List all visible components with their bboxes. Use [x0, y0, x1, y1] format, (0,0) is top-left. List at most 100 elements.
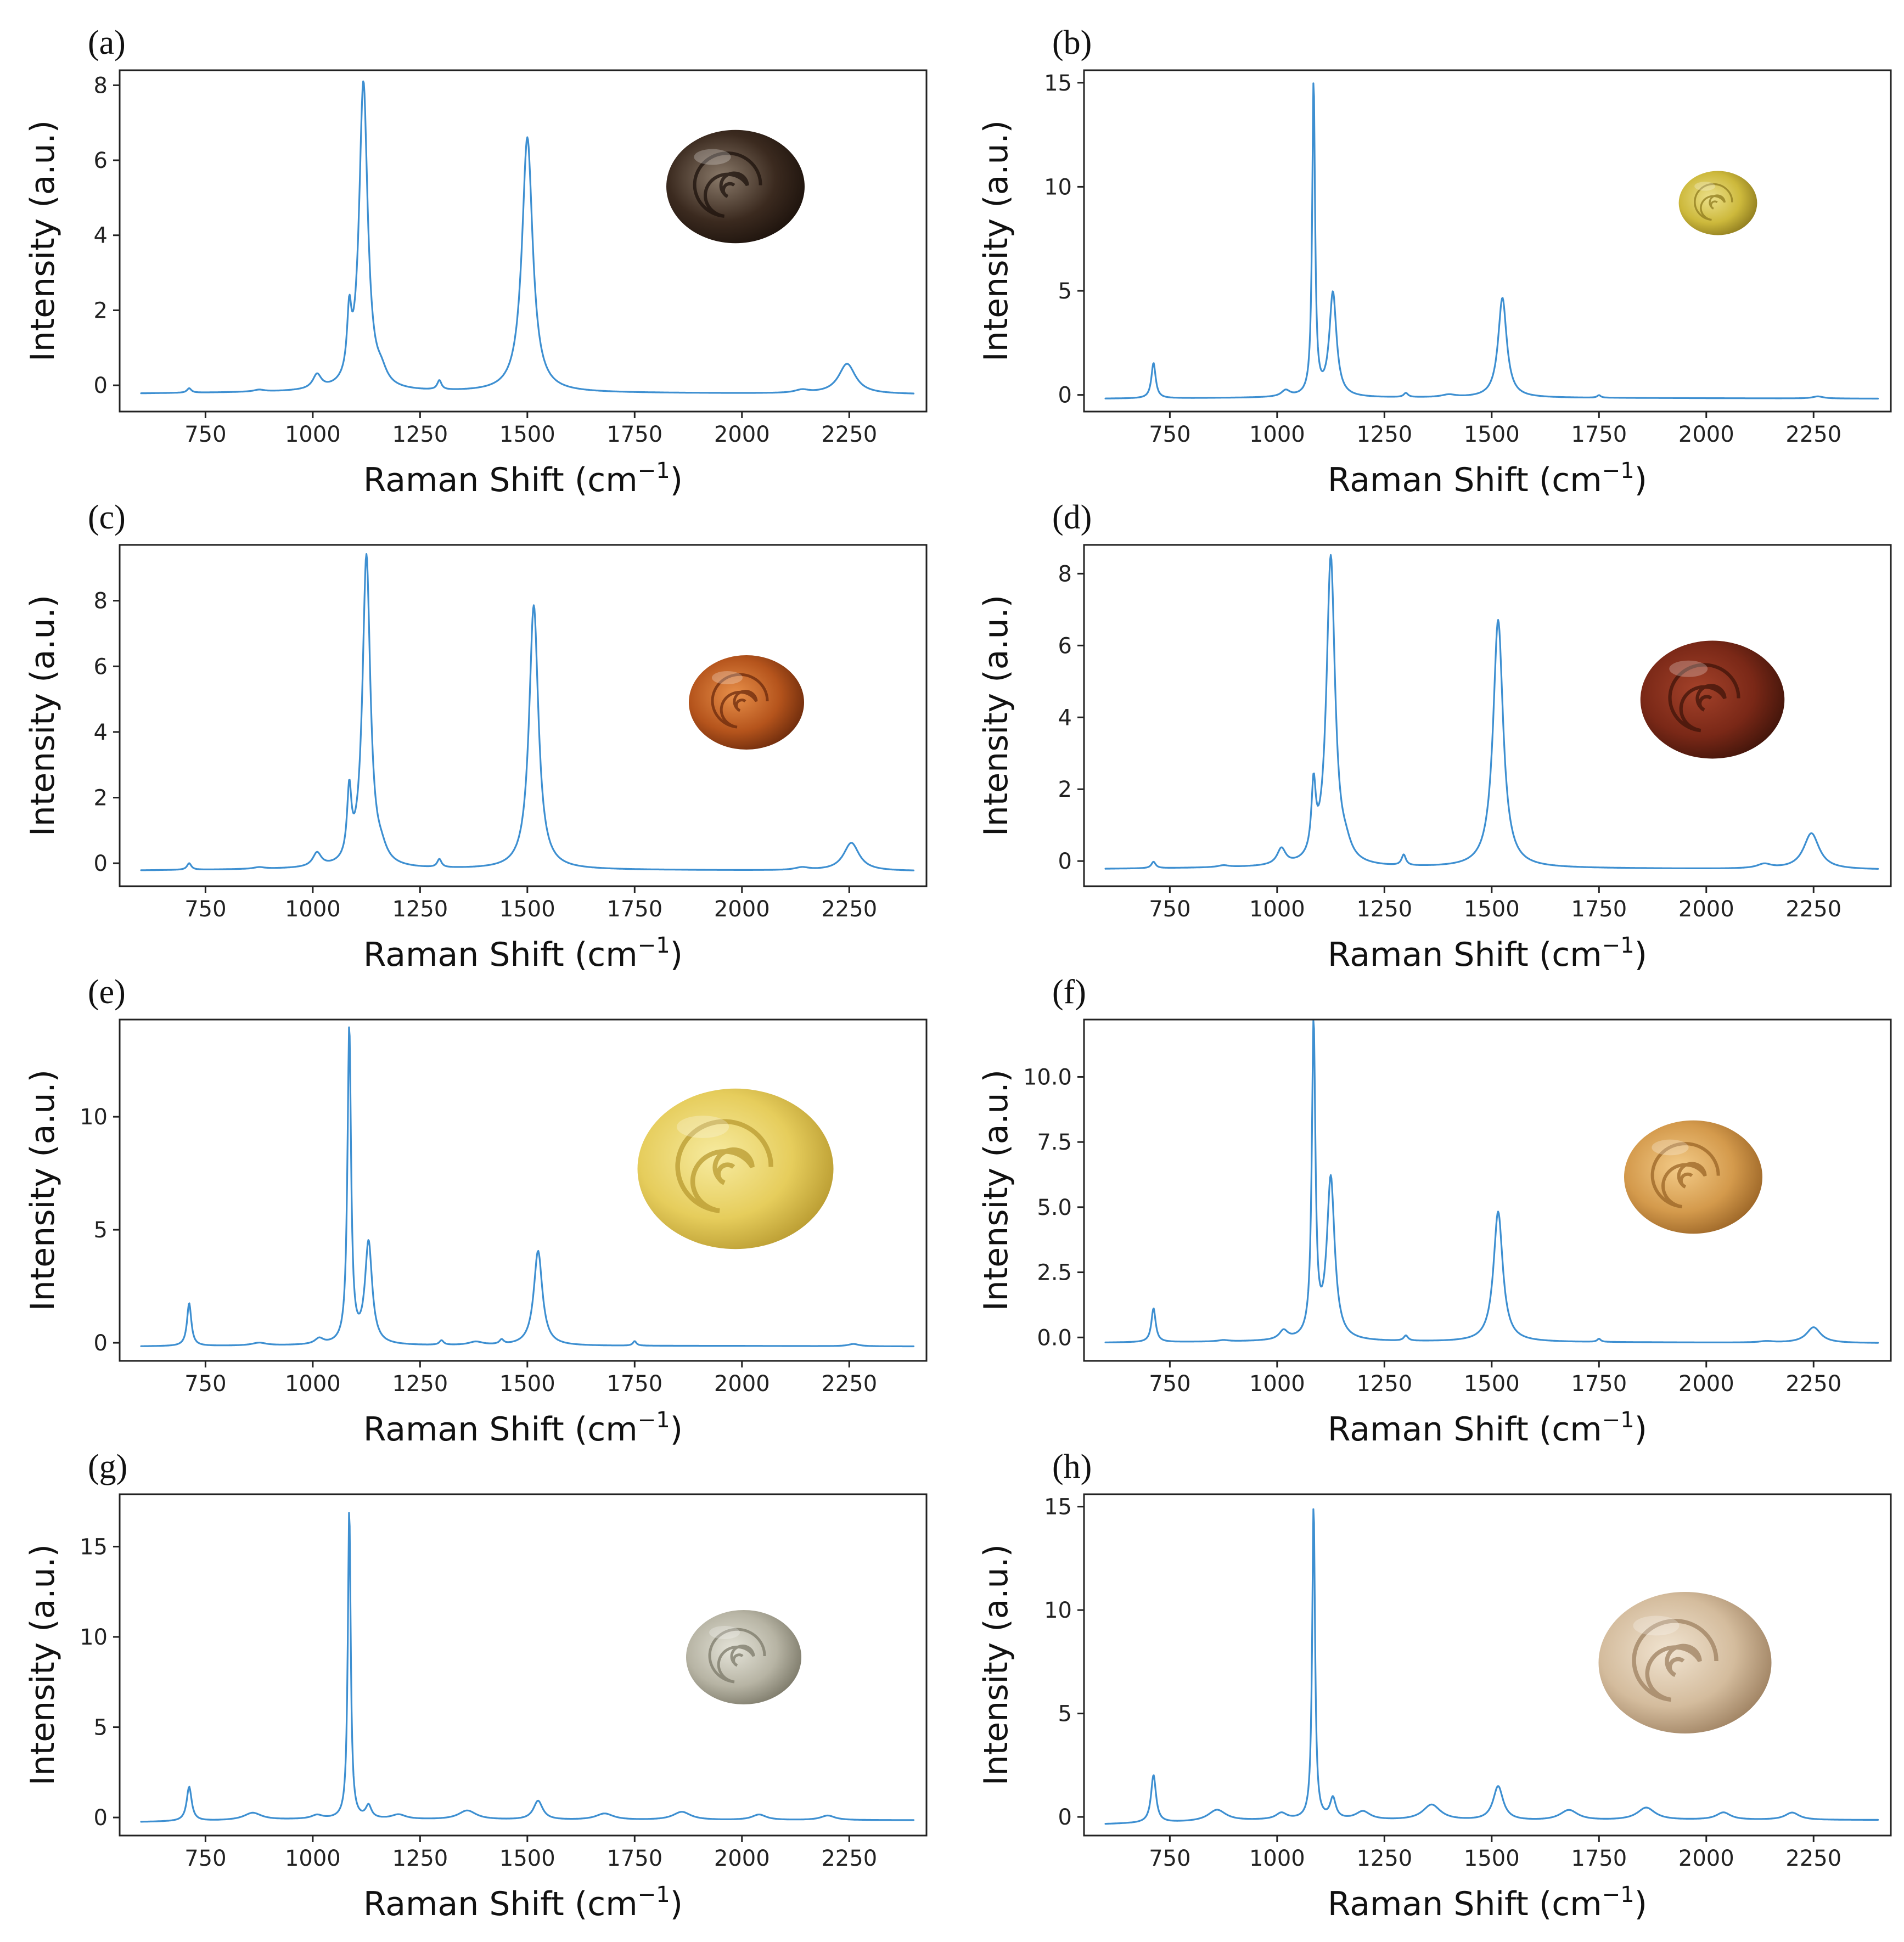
panel-label: (c) [88, 499, 126, 536]
y-tick-label: 2.5 [1037, 1260, 1072, 1286]
x-axis-title-close: ) [1635, 936, 1647, 974]
snail-shell-image: dark brown snail shell [666, 130, 805, 244]
x-axis-title-text: Raman Shift (cm [363, 1410, 638, 1449]
x-tick-label: 1250 [1356, 897, 1412, 922]
x-tick-label: 2250 [1785, 422, 1841, 447]
shell-highlight [1633, 1615, 1680, 1636]
x-tick-label: 1000 [1249, 897, 1305, 922]
y-tick-label: 8 [1058, 561, 1072, 587]
x-tick-label: 1250 [1356, 1371, 1412, 1397]
snail-shell-image: pale grey snail shell [686, 1610, 801, 1704]
x-tick-label: 1500 [499, 1846, 555, 1871]
x-axis-title-superscript: −1 [638, 1408, 670, 1433]
y-tick-label: 10 [80, 1625, 108, 1650]
x-tick-label: 750 [184, 422, 226, 447]
x-tick-label: 750 [1149, 422, 1190, 447]
x-tick-label: 2000 [1678, 897, 1734, 922]
shell-spiral [1668, 663, 1740, 733]
shell-body [1678, 171, 1757, 235]
spectrum-line [1104, 554, 1879, 870]
plot-frame [1083, 544, 1892, 887]
panel-label: (h) [1052, 1448, 1092, 1485]
x-tick-label: 2000 [1678, 422, 1734, 447]
x-tick-label: 2250 [821, 422, 877, 447]
x-tick-label: 1000 [285, 422, 341, 447]
x-tick-label: 2000 [714, 422, 770, 447]
x-tick-label: 1000 [1249, 1846, 1305, 1871]
plot-frame [119, 544, 928, 887]
shell-highlight [694, 149, 731, 165]
panel-label: (e) [88, 973, 126, 1011]
chart-panel-h: (h) 750 1000 1250 1500 1750 2000 2250 0 5 10 15 Rama… [977, 1448, 1892, 1923]
x-tick-label: 1250 [392, 1846, 448, 1871]
snail-shell-image: cream-colored snail shell [1598, 1592, 1772, 1733]
x-axis-title: Raman Shift (cm−1) [363, 1882, 683, 1923]
y-tick-label: 5 [94, 1218, 108, 1243]
y-tick-label: 10.0 [1023, 1065, 1072, 1090]
x-tick-label: 1500 [1464, 422, 1520, 447]
y-axis-title: Intensity (a.u.) [24, 1544, 62, 1786]
plot-frame [1083, 1018, 1892, 1362]
y-tick-label: 0 [94, 373, 108, 398]
x-axis-title: Raman Shift (cm−1) [1328, 933, 1647, 974]
x-axis-title-close: ) [670, 936, 683, 974]
spectrum-line [140, 1512, 915, 1823]
shell-body [666, 130, 805, 244]
x-tick-label: 750 [184, 897, 226, 922]
y-tick-label: 4 [94, 720, 108, 745]
y-axis-title: Intensity (a.u.) [977, 1544, 1015, 1786]
snail-shell-image: small yellow snail shell [1678, 171, 1757, 235]
x-axis-title: Raman Shift (cm−1) [1328, 1882, 1647, 1923]
x-axis-title-close: ) [670, 461, 683, 499]
x-tick-label: 1750 [1571, 422, 1627, 447]
y-axis-title: Intensity (a.u.) [24, 1069, 62, 1311]
x-axis-title-superscript: −1 [638, 458, 670, 483]
snail-shell-image: large pale yellow snail shell [637, 1088, 834, 1249]
y-tick-label: 2 [94, 298, 108, 323]
x-tick-label: 750 [184, 1371, 226, 1397]
chart-panel-c: (c) 750 1000 1250 1500 1750 2000 2250 0 2 4 6 8 Raman… [24, 499, 928, 974]
x-tick-label: 1250 [392, 1371, 448, 1397]
plot-frame [1083, 1493, 1892, 1837]
y-tick-label: 10 [1044, 1598, 1072, 1623]
x-tick-label: 1500 [1464, 897, 1520, 922]
x-tick-label: 1750 [606, 1371, 662, 1397]
y-tick-label: 0 [94, 1331, 108, 1356]
snail-shell-image: reddish-brown snail shell [1640, 640, 1785, 759]
shell-spiral [708, 1628, 766, 1684]
y-tick-label: 10 [1044, 175, 1072, 200]
x-tick-label: 1250 [392, 897, 448, 922]
y-tick-label: 0 [1058, 849, 1072, 874]
y-tick-label: 8 [94, 73, 108, 98]
x-axis-title-close: ) [670, 1885, 683, 1923]
shell-highlight [1669, 660, 1708, 677]
x-axis-title: Raman Shift (cm−1) [1328, 1408, 1647, 1449]
shell-highlight [1694, 182, 1716, 191]
shell-body [686, 1610, 801, 1704]
chart-panel-e: (e) 750 1000 1250 1500 1750 2000 2250 0 5 10 Raman … [24, 973, 928, 1449]
x-axis-title-text: Raman Shift (cm [1328, 1410, 1602, 1449]
spectrum-line [1104, 1508, 1879, 1825]
x-axis-title-text: Raman Shift (cm [1328, 936, 1602, 974]
shell-highlight [1652, 1139, 1689, 1156]
shell-highlight [712, 671, 743, 684]
panel-label: (d) [1052, 499, 1092, 536]
y-tick-label: 6 [94, 654, 108, 679]
x-tick-label: 2250 [1785, 1846, 1841, 1871]
x-axis-title: Raman Shift (cm−1) [363, 933, 683, 974]
x-tick-label: 2000 [714, 897, 770, 922]
x-tick-label: 1750 [606, 1846, 662, 1871]
x-axis-title: Raman Shift (cm−1) [363, 458, 683, 499]
x-tick-label: 2000 [1678, 1846, 1734, 1871]
x-tick-label: 2000 [1678, 1371, 1734, 1397]
panel-label: (f) [1052, 973, 1086, 1011]
y-tick-label: 0 [94, 1805, 108, 1831]
x-tick-label: 750 [1149, 1371, 1190, 1397]
x-tick-label: 2250 [821, 1846, 877, 1871]
y-tick-label: 15 [80, 1534, 108, 1560]
spectrum-line [1104, 1020, 1879, 1344]
x-axis-title-text: Raman Shift (cm [1328, 461, 1602, 499]
x-tick-label: 2000 [714, 1846, 770, 1871]
x-axis-title-text: Raman Shift (cm [1328, 1885, 1602, 1923]
x-tick-label: 2000 [714, 1371, 770, 1397]
